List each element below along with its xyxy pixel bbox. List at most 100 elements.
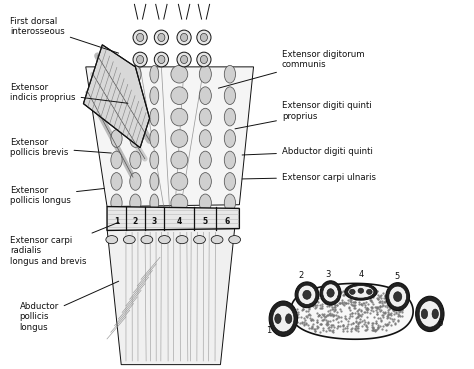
Point	[345, 318, 352, 324]
Point	[313, 295, 321, 301]
Point	[357, 307, 365, 313]
Point	[321, 300, 329, 306]
Point	[351, 299, 358, 305]
Point	[363, 323, 370, 329]
Point	[306, 315, 313, 321]
Point	[382, 327, 390, 333]
Point	[299, 306, 307, 311]
Point	[337, 314, 345, 320]
Point	[305, 306, 313, 312]
Point	[349, 320, 356, 326]
Point	[311, 328, 319, 334]
Point	[382, 299, 389, 304]
Point	[346, 297, 354, 303]
Point	[343, 325, 351, 331]
Ellipse shape	[155, 52, 168, 67]
Point	[354, 321, 362, 327]
Ellipse shape	[419, 301, 440, 327]
Point	[352, 318, 359, 324]
Point	[324, 320, 331, 325]
Point	[373, 309, 381, 315]
Point	[370, 327, 377, 332]
Ellipse shape	[229, 235, 240, 244]
Point	[346, 305, 353, 311]
Point	[329, 329, 337, 335]
Point	[363, 304, 371, 310]
Point	[327, 327, 334, 333]
Point	[384, 314, 392, 320]
Point	[328, 297, 335, 303]
Point	[353, 325, 361, 331]
Point	[307, 317, 314, 323]
Point	[396, 306, 403, 312]
Point	[386, 306, 393, 311]
Point	[373, 290, 380, 296]
Point	[337, 306, 344, 311]
Point	[395, 297, 403, 303]
Point	[313, 310, 321, 316]
Point	[334, 320, 342, 325]
Point	[314, 302, 321, 308]
Point	[337, 308, 345, 314]
Ellipse shape	[111, 130, 122, 147]
Point	[391, 302, 398, 308]
Point	[301, 303, 308, 308]
Ellipse shape	[273, 306, 294, 332]
Point	[316, 289, 324, 295]
Point	[311, 328, 319, 334]
Point	[292, 318, 299, 324]
Point	[323, 303, 330, 309]
Point	[387, 322, 395, 328]
Point	[331, 292, 339, 298]
Point	[329, 297, 337, 303]
Ellipse shape	[416, 296, 444, 331]
Point	[299, 306, 307, 312]
Point	[337, 323, 344, 329]
Point	[377, 292, 384, 298]
Ellipse shape	[193, 235, 205, 244]
Point	[355, 320, 362, 325]
Point	[331, 299, 338, 304]
Point	[372, 328, 379, 334]
Point	[348, 310, 356, 316]
Point	[290, 306, 298, 312]
Point	[364, 324, 371, 330]
Point	[327, 323, 335, 328]
Point	[356, 311, 364, 317]
Point	[387, 311, 394, 317]
Ellipse shape	[199, 130, 211, 147]
Point	[351, 306, 358, 311]
Point	[358, 311, 365, 317]
Point	[316, 304, 324, 310]
Point	[328, 304, 336, 310]
Point	[356, 290, 364, 296]
Point	[356, 316, 364, 322]
Point	[346, 296, 354, 302]
Point	[307, 317, 314, 323]
Ellipse shape	[285, 314, 292, 324]
Point	[339, 301, 346, 307]
Point	[344, 321, 352, 327]
Text: 6: 6	[225, 217, 230, 226]
Ellipse shape	[421, 309, 428, 319]
Point	[357, 292, 365, 297]
Point	[298, 314, 305, 320]
Point	[381, 303, 389, 308]
Ellipse shape	[150, 194, 159, 212]
Point	[378, 300, 385, 306]
Point	[313, 319, 320, 325]
Text: Extensor digiti quinti
proprius: Extensor digiti quinti proprius	[235, 101, 372, 129]
Point	[348, 313, 356, 319]
Point	[311, 299, 319, 305]
Point	[314, 324, 322, 330]
Point	[340, 292, 348, 297]
Point	[311, 325, 319, 331]
Point	[320, 311, 328, 317]
Point	[372, 320, 380, 326]
Point	[357, 308, 365, 314]
Point	[351, 303, 358, 309]
Polygon shape	[291, 283, 413, 339]
Point	[299, 304, 307, 310]
Point	[333, 297, 340, 303]
Point	[348, 325, 356, 331]
